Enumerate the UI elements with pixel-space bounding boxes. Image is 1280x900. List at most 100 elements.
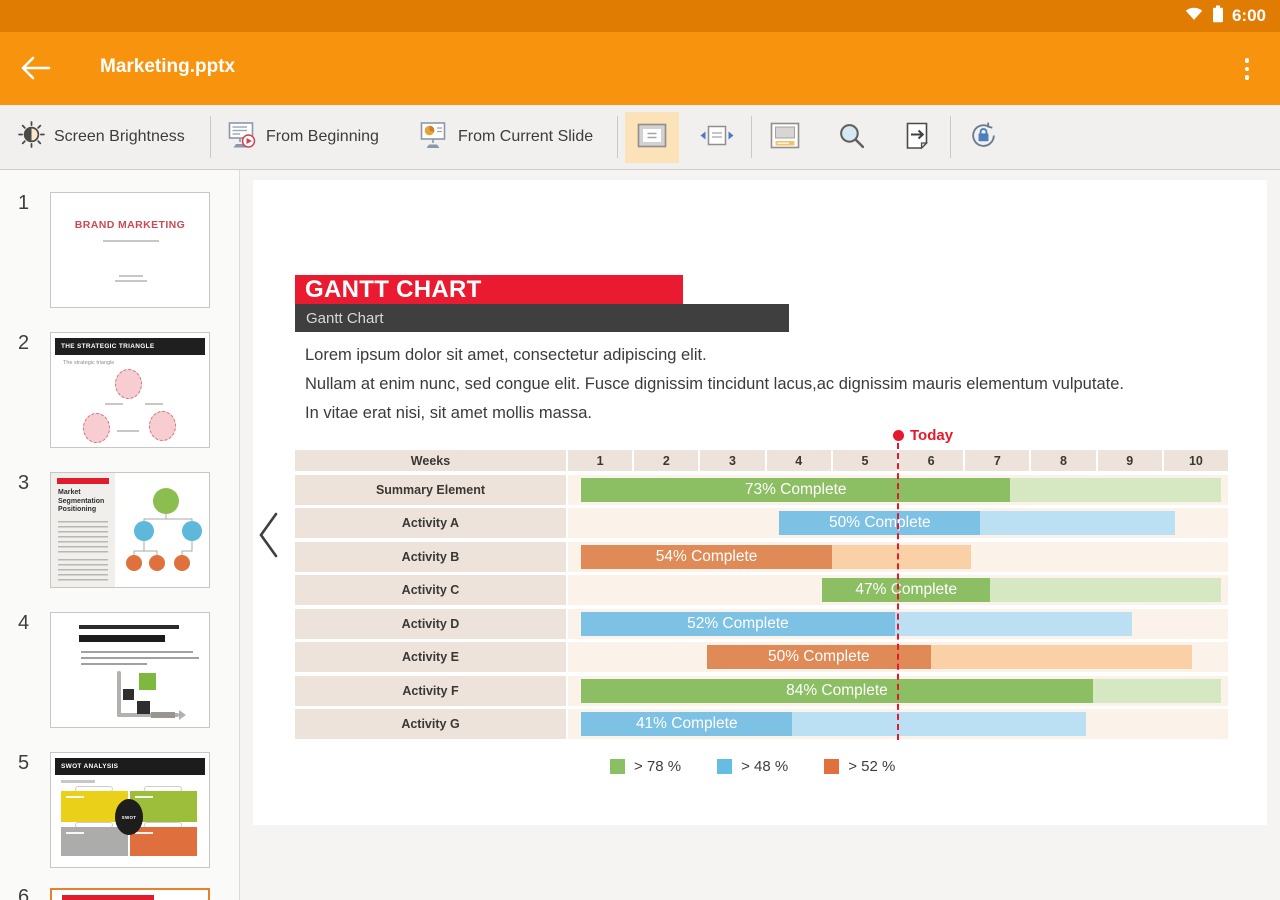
paragraph-lines [58,521,108,553]
gantt-bar: 47% Complete [822,578,1221,602]
fit-width-button[interactable] [690,112,744,163]
slide-thumbnail-6-selected[interactable] [50,888,210,900]
overflow-menu-icon[interactable] [1234,52,1260,86]
toolbar-separator [210,116,211,158]
gantt-bar: 84% Complete [581,679,1221,703]
paragraph-lines [58,559,108,581]
gantt-row: Activity G 41% Complete [295,709,1228,739]
today-line [897,443,899,740]
week-cell: 7 [965,450,1029,471]
status-time: 6:00 [1232,6,1266,26]
legend-label: > 52 % [848,758,895,775]
gantt-bar-text: 84% Complete [581,679,1092,703]
slide-number: 3 [18,472,29,495]
screen-brightness-label: Screen Brightness [54,128,185,146]
from-current-slide-button[interactable]: From Current Slide [419,105,593,169]
body-line: Nullam at enim nunc, sed congue elit. Fu… [305,370,1124,399]
slide-subtitle-banner: Gantt Chart [295,304,789,332]
today-marker-icon [893,430,904,441]
screen-brightness-button[interactable]: Screen Brightness [18,105,185,169]
body-line: In vitae erat nisi, sit amet mollis mass… [305,399,1124,428]
battery-icon [1212,5,1224,28]
legend-label: > 48 % [741,758,788,775]
body-line: Lorem ipsum dolor sit amet, consectetur … [305,341,1124,370]
from-beginning-button[interactable]: From Beginning [227,105,379,169]
search-button[interactable] [824,112,878,163]
gantt-bar-progress: 50% Complete [779,511,980,535]
legend-label: > 78 % [634,758,681,775]
gantt-bar-text: 73% Complete [581,478,1010,502]
slide-number: 4 [18,612,29,635]
status-bar: 6:00 [0,0,1280,32]
previous-slide-chevron[interactable] [254,509,284,561]
gantt-rows: Summary Element 73% Complete Activity A 50%… [295,475,1228,740]
slide-number: 5 [18,752,29,775]
accent-bar [57,478,109,484]
slide-title-banner: GANTT CHART [295,275,683,304]
slide-thumbnail-1[interactable]: BRAND MARKETING [50,192,210,308]
document-title: Marketing.pptx [100,56,235,78]
gantt-bar: 41% Complete [581,712,1086,736]
thumb-caption: The strategic triangle [63,360,114,366]
toolbar-separator [751,116,752,158]
gantt-row-label: Summary Element [295,475,566,505]
swot-opportunities-quadrant [61,827,128,856]
rotation-lock-button[interactable] [956,112,1010,163]
back-button[interactable] [20,55,54,83]
toolbar-separator [617,116,618,158]
slide-number: 6 [18,886,29,900]
notes-view-button[interactable] [758,112,812,163]
gantt-bar-progress: 54% Complete [581,545,832,569]
gantt-bar: 73% Complete [581,478,1221,502]
fit-screen-icon [637,123,667,153]
gantt-header-row: Weeks 12345678910 [295,450,1228,471]
today-label: Today [910,427,953,444]
slide-number: 1 [18,192,29,215]
slide-body-text: Lorem ipsum dolor sit amet, consectetur … [305,341,1124,427]
gantt-legend: > 78 % > 48 % > 52 % [610,758,895,775]
gantt-bar-progress: 41% Complete [581,712,792,736]
swot-center-badge: SWOT [115,799,143,835]
week-cell: 2 [634,450,698,471]
slide-canvas[interactable]: GANTT CHART Gantt Chart Lorem ipsum dolo… [253,180,1267,825]
slide-thumbnail-5[interactable]: SWOT ANALYSIS SWOT [50,752,210,868]
thumb-title: SWOT ANALYSIS [55,758,205,775]
gantt-row-label: Activity E [295,642,566,672]
slide-subtitle: Gantt Chart [306,310,384,327]
circle-shape [83,413,110,443]
circle-shape [115,369,142,399]
legend-item: > 48 % [717,758,788,775]
gantt-row: Activity E50% Complete [295,642,1228,672]
slide-title: GANTT CHART [305,276,482,304]
week-cell: 8 [1031,450,1095,471]
tree-diagram [115,473,209,587]
gantt-row-label: Activity A [295,508,566,538]
wifi-icon [1184,6,1204,26]
legend-swatch [610,759,625,774]
swot-threats-quadrant [130,827,197,856]
notes-view-icon [770,122,800,154]
toolbar-separator [950,116,951,158]
from-beginning-icon [227,120,257,154]
week-cell: 5 [833,450,897,471]
slide-thumbnail-3[interactable]: Market Segmentation Positioning [50,472,210,588]
slide-number: 2 [18,332,29,355]
gantt-row-label: Activity D [295,609,566,639]
gantt-row-label: Activity C [295,575,566,605]
slide-thumbnail-4[interactable] [50,612,210,728]
gantt-row-label: Activity G [295,709,566,739]
legend-swatch [717,759,732,774]
axis-arrow [179,710,186,720]
week-cell: 1 [568,450,632,471]
gantt-table: Weeks 12345678910 Summary Element 73% Com… [295,450,1228,739]
gantt-bar-progress: 73% Complete [581,478,1010,502]
fit-width-icon [699,123,735,153]
export-button[interactable] [890,112,944,163]
toolbar: Screen Brightness From Beginning [0,105,1280,170]
slide-thumbnail-2[interactable]: THE STRATEGIC TRIANGLE The strategic tri… [50,332,210,448]
week-cell: 6 [899,450,963,471]
circle-shape [149,411,176,441]
week-cell: 4 [767,450,831,471]
fit-screen-button[interactable] [625,112,679,163]
app-bar: Marketing.pptx [0,32,1280,105]
